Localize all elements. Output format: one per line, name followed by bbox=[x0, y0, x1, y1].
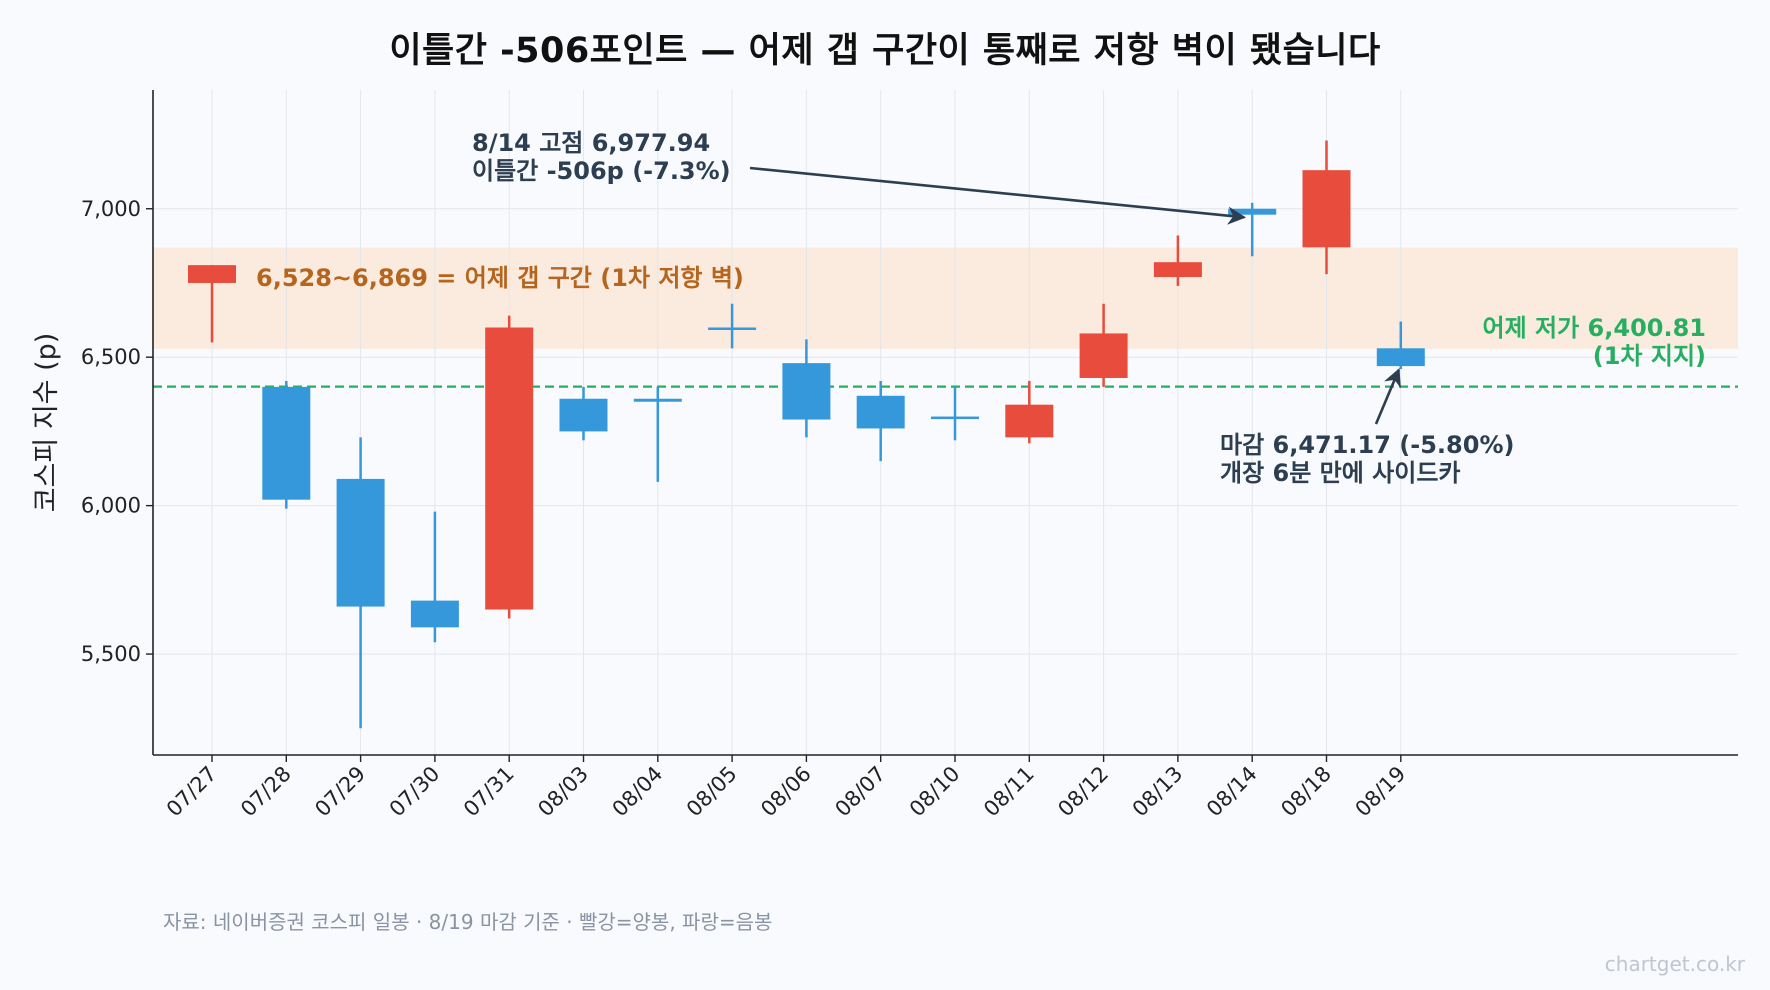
y-tick-label: 7,000 bbox=[81, 197, 141, 221]
x-tick-label: 08/19 bbox=[1351, 762, 1411, 822]
y-tick-label: 6,500 bbox=[81, 345, 141, 369]
x-tick-label: 08/05 bbox=[682, 762, 742, 822]
x-tick-label: 08/10 bbox=[905, 762, 965, 822]
candle-body bbox=[1302, 170, 1351, 248]
candle-body bbox=[633, 398, 682, 402]
candle-body bbox=[410, 600, 459, 628]
chart-title: 이틀간 -506포인트 — 어제 갭 구간이 통째로 저항 벽이 됐습니다 bbox=[389, 31, 1381, 71]
gap-zone-layer bbox=[153, 247, 1738, 349]
x-tick-label: 07/28 bbox=[236, 762, 296, 822]
candle-body bbox=[1376, 348, 1425, 367]
annotation-high-line2: 이틀간 -506p (-7.3%) bbox=[472, 157, 731, 185]
annotation-close-line2: 개장 6분 만에 사이드카 bbox=[1220, 459, 1461, 487]
candle-body bbox=[1228, 208, 1277, 215]
source-note: 자료: 네이버증권 코스피 일봉 · 8/19 마감 기준 · 빨강=양봉, 파… bbox=[163, 910, 773, 934]
grid-layer bbox=[153, 90, 1738, 755]
candle-body bbox=[1079, 333, 1128, 378]
x-tick-label: 08/13 bbox=[1128, 762, 1188, 822]
candle-body bbox=[336, 478, 385, 607]
candles-layer bbox=[188, 140, 1425, 729]
x-tick-label: 08/03 bbox=[533, 762, 593, 822]
annotation-high-arrow bbox=[749, 166, 1247, 225]
candle-body bbox=[1005, 404, 1054, 438]
annotation-close-line1: 마감 6,471.17 (-5.80%) bbox=[1220, 431, 1514, 459]
annotation-high-line1: 8/14 고점 6,977.94 bbox=[472, 129, 710, 157]
y-tick-label: 6,000 bbox=[81, 494, 141, 518]
x-tick-label: 08/12 bbox=[1053, 762, 1113, 822]
x-tick-label: 07/31 bbox=[459, 762, 519, 822]
candle-body bbox=[559, 398, 608, 432]
candle-body bbox=[262, 386, 311, 500]
x-tick-label: 07/30 bbox=[385, 762, 445, 822]
x-tick-label: 08/04 bbox=[608, 762, 668, 822]
candle-body bbox=[188, 265, 236, 283]
x-tick-label: 08/14 bbox=[1202, 762, 1262, 822]
x-tick-label: 07/27 bbox=[162, 762, 222, 822]
watermark: chartget.co.kr bbox=[1604, 952, 1745, 976]
x-tick-label: 07/29 bbox=[310, 762, 370, 822]
candle-body bbox=[931, 416, 979, 420]
x-tick-label: 08/06 bbox=[756, 762, 816, 822]
y-axis-label: 코스피 지수 (p) bbox=[31, 333, 62, 513]
y-tick-label: 5,500 bbox=[81, 642, 141, 666]
annotations-layer: 6,528~6,869 = 어제 갭 구간 (1차 저항 벽) 어제 저가 6,4… bbox=[256, 129, 1706, 487]
candle-body bbox=[1153, 262, 1202, 278]
gap-zone-band bbox=[153, 247, 1738, 349]
annotation-close-arrow bbox=[1374, 368, 1401, 425]
gap-zone-label: 6,528~6,869 = 어제 갭 구간 (1차 저항 벽) bbox=[256, 264, 744, 292]
x-tick-label: 08/11 bbox=[979, 762, 1039, 822]
support-sublabel: (1차 지지) bbox=[1593, 342, 1706, 370]
candle-body bbox=[782, 363, 831, 420]
x-tick-label: 08/07 bbox=[830, 762, 890, 822]
candle-body bbox=[856, 395, 905, 429]
candle-body bbox=[708, 327, 757, 330]
candle-body bbox=[485, 327, 534, 610]
x-tick-label: 08/18 bbox=[1276, 762, 1336, 822]
support-label: 어제 저가 6,400.81 bbox=[1483, 314, 1706, 342]
